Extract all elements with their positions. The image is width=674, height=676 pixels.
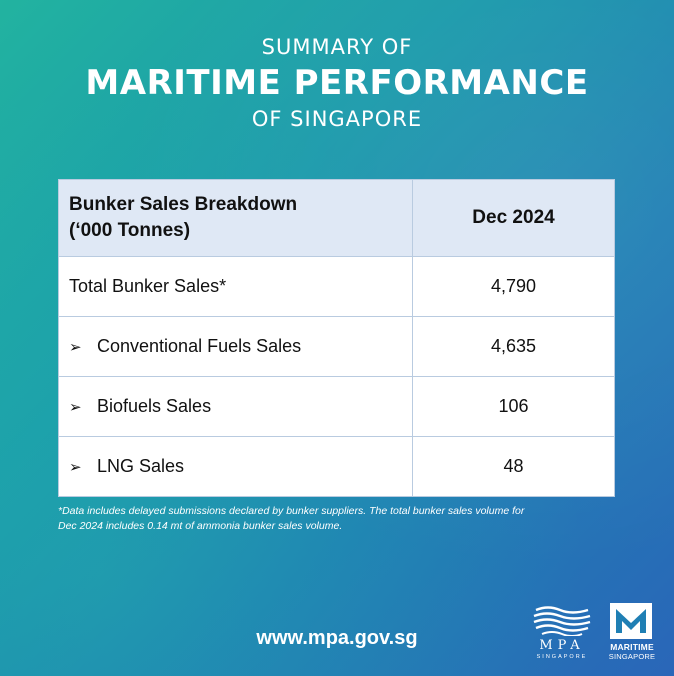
title-line-2: MARITIME PERFORMANCE: [85, 63, 589, 103]
row-label-cell: ➢ LNG Sales: [58, 436, 413, 497]
header-label-line-2: (‘000 Tonnes): [69, 220, 191, 241]
arrow-bullet-icon: ➢: [69, 339, 82, 356]
table-row: ➢ Conventional Fuels Sales 4,635: [58, 316, 615, 377]
footnote-line-2: Dec 2024 includes 0.14 mt of ammonia bun…: [58, 520, 343, 532]
footnote-line-1: *Data includes delayed submissions decla…: [58, 505, 525, 517]
row-label-cell: ➢ Conventional Fuels Sales: [58, 316, 413, 377]
title-line-1: SUMMARY OF: [261, 35, 413, 59]
header-period-cell: Dec 2024: [412, 179, 615, 257]
row-label: Total Bunker Sales*: [69, 276, 227, 296]
table-row: ➢ Biofuels Sales 106: [58, 376, 615, 437]
mpa-waves-icon: [533, 606, 591, 636]
row-label-cell: ➢ Biofuels Sales: [58, 376, 413, 437]
table-row: Total Bunker Sales* 4,790: [58, 256, 615, 317]
maritime-logo-line-2: SINGAPORE: [608, 652, 656, 661]
arrow-bullet-icon: ➢: [69, 399, 82, 416]
title-line-3: OF SINGAPORE: [251, 107, 423, 131]
footnote: *Data includes delayed submissions decla…: [58, 504, 618, 534]
page-title: SUMMARY OF MARITIME PERFORMANCE OF SINGA…: [0, 34, 674, 132]
row-value: 106: [412, 376, 615, 437]
row-label: LNG Sales: [97, 456, 185, 476]
row-value: 48: [412, 436, 615, 497]
maritime-singapore-logo: MARITIME SINGAPORE: [605, 603, 659, 665]
row-value: 4,790: [412, 256, 615, 317]
row-value: 4,635: [412, 316, 615, 377]
header-label-line-1: Bunker Sales Breakdown: [69, 194, 298, 215]
maritime-singapore-m-icon: [610, 603, 652, 639]
header-label-cell: Bunker Sales Breakdown (‘000 Tonnes): [58, 179, 413, 257]
row-label: Biofuels Sales: [97, 396, 212, 416]
table-row: ➢ LNG Sales 48: [58, 436, 615, 497]
website-link[interactable]: www.mpa.gov.sg: [256, 627, 418, 649]
maritime-logo-line-1: MARITIME: [610, 642, 654, 652]
mpa-logo-subtext: SINGAPORE: [536, 654, 588, 660]
row-label-cell: Total Bunker Sales*: [58, 256, 413, 317]
row-label: Conventional Fuels Sales: [97, 336, 302, 356]
mpa-logo: MPA SINGAPORE: [530, 604, 594, 664]
table-header-row: Bunker Sales Breakdown (‘000 Tonnes) Dec…: [58, 179, 615, 257]
mpa-logo-text: MPA: [539, 638, 585, 653]
arrow-bullet-icon: ➢: [69, 459, 82, 476]
bunker-sales-table: Bunker Sales Breakdown (‘000 Tonnes) Dec…: [58, 179, 615, 497]
